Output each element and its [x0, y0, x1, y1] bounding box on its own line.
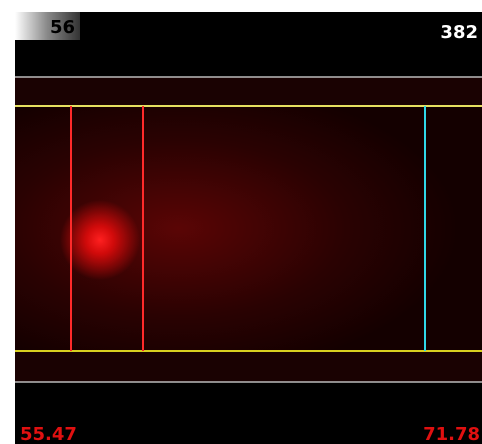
bottom-left-value: 55.47: [20, 424, 77, 444]
display: 56 382 55.47 71.78: [0, 0, 482, 444]
top-left-value: 56: [50, 17, 75, 38]
bottom-right-value: 71.78: [423, 424, 480, 444]
top-right-value: 382: [440, 22, 478, 43]
